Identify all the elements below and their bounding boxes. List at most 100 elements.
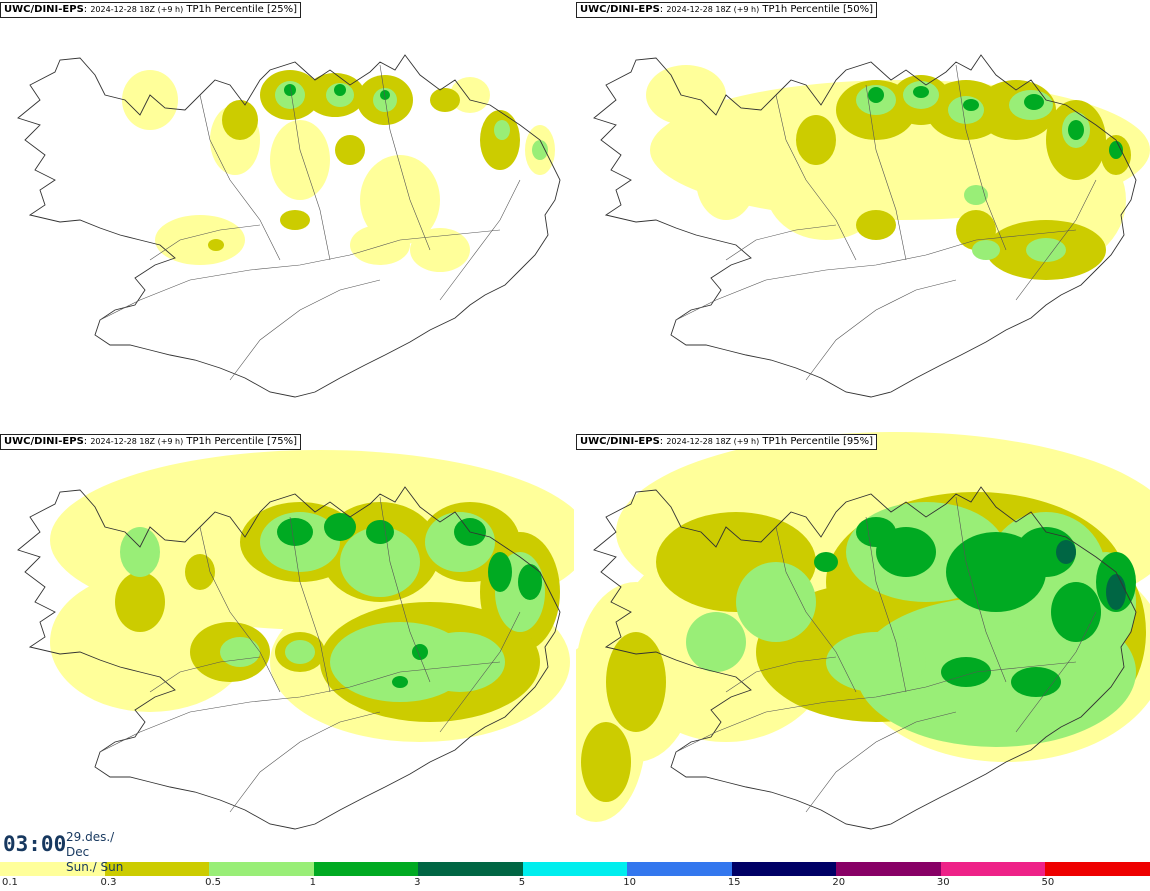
precip-area	[1051, 582, 1101, 642]
precip-area	[646, 65, 726, 125]
precip-map	[576, 432, 1150, 830]
precip-area	[1011, 667, 1061, 697]
road-line	[229, 279, 381, 381]
road-line	[1015, 611, 1097, 733]
precip-area	[220, 637, 260, 667]
coastline	[593, 54, 1137, 398]
precip-area	[814, 552, 838, 572]
road-line	[149, 656, 261, 693]
precip-area	[277, 518, 313, 546]
road-line	[865, 84, 907, 261]
road-line	[199, 526, 281, 693]
legend-swatch	[731, 862, 838, 876]
precip-area	[50, 572, 250, 712]
precip-map	[17, 54, 561, 398]
legend-label: 3	[414, 877, 421, 888]
precip-area	[380, 90, 390, 100]
precip-map	[17, 450, 574, 830]
road-line	[865, 516, 907, 693]
road-line	[439, 611, 521, 733]
road-line	[805, 711, 957, 813]
precip-area	[350, 225, 410, 265]
precip-area	[686, 612, 746, 672]
road-line	[775, 94, 857, 261]
precip-area	[826, 632, 926, 692]
precip-area	[736, 562, 816, 642]
precip-area	[913, 86, 929, 98]
precip-area	[284, 84, 296, 96]
legend-swatch	[418, 862, 524, 876]
legend-swatch	[522, 862, 629, 876]
precip-area	[532, 140, 548, 160]
precip-field	[646, 65, 1150, 280]
precip-area	[964, 185, 988, 205]
precip-area	[185, 554, 215, 590]
precip-area	[430, 88, 460, 112]
precip-area	[856, 210, 896, 240]
precip-area	[1016, 527, 1076, 577]
road-line	[439, 179, 521, 301]
precip-area	[480, 110, 520, 170]
road-line	[199, 94, 281, 261]
precip-area	[335, 135, 365, 165]
panel-p75: UWC/DINI-EPS: 2024-12-28 18Z (+9 h) TP1h…	[0, 432, 574, 862]
precip-area	[1109, 141, 1123, 159]
precip-area	[518, 564, 542, 600]
legend-swatch	[836, 862, 942, 876]
panel-p50: UWC/DINI-EPS: 2024-12-28 18Z (+9 h) TP1h…	[576, 0, 1150, 430]
valid-time-date: 29.des./ Dec Sun./ Sun	[66, 830, 140, 875]
precip-field	[122, 70, 555, 272]
precip-area	[1026, 238, 1066, 262]
valid-day-label: Sun./ Sun	[66, 860, 124, 874]
precip-field	[50, 450, 574, 742]
legend-swatch	[209, 862, 315, 876]
precip-area	[392, 676, 408, 688]
precip-area	[340, 527, 420, 597]
precip-area	[796, 115, 836, 165]
precip-area	[1068, 120, 1084, 140]
legend-label: 0.1	[2, 877, 18, 888]
road-line	[99, 661, 501, 753]
legend-label: 15	[727, 877, 741, 888]
legend-swatch	[627, 862, 733, 876]
valid-time-clock: 03:00	[3, 832, 67, 856]
road-line	[289, 84, 331, 261]
panel-title: UWC/DINI-EPS: 2024-12-28 18Z (+9 h) TP1h…	[0, 2, 301, 18]
road-line	[1015, 179, 1097, 301]
precip-area	[1024, 94, 1044, 110]
precip-area	[270, 120, 330, 200]
precip-area	[856, 517, 896, 547]
road-line	[955, 496, 1007, 683]
precip-area	[972, 240, 1000, 260]
precip-area	[410, 228, 470, 272]
precip-area	[948, 96, 984, 124]
road-line	[99, 229, 501, 321]
precip-area	[115, 572, 165, 632]
precip-area	[155, 215, 245, 265]
precip-area	[280, 210, 310, 230]
legend-label: 0.5	[205, 877, 221, 888]
coastline	[17, 486, 561, 830]
precip-area	[412, 644, 428, 660]
precip-area	[208, 239, 224, 251]
coastline	[17, 54, 561, 398]
precip-area	[1106, 574, 1126, 610]
legend-swatch	[104, 862, 211, 876]
legend-label: 30	[936, 877, 950, 888]
precip-area	[494, 120, 510, 140]
precip-area	[581, 722, 631, 802]
precip-area	[868, 87, 884, 103]
precip-area	[415, 632, 505, 692]
precip-map	[593, 54, 1150, 398]
valid-date-label: 29.des./ Dec	[66, 830, 115, 859]
precip-area	[122, 70, 178, 130]
precip-area	[360, 155, 440, 245]
precip-area	[766, 140, 886, 240]
panel-title: UWC/DINI-EPS: 2024-12-28 18Z (+9 h) TP1h…	[576, 434, 877, 450]
precip-area	[606, 632, 666, 732]
road-line	[379, 64, 431, 251]
road-line	[805, 279, 957, 381]
precip-area	[488, 552, 512, 592]
road-line	[149, 224, 261, 261]
panel-p95: UWC/DINI-EPS: 2024-12-28 18Z (+9 h) TP1h…	[576, 432, 1150, 862]
